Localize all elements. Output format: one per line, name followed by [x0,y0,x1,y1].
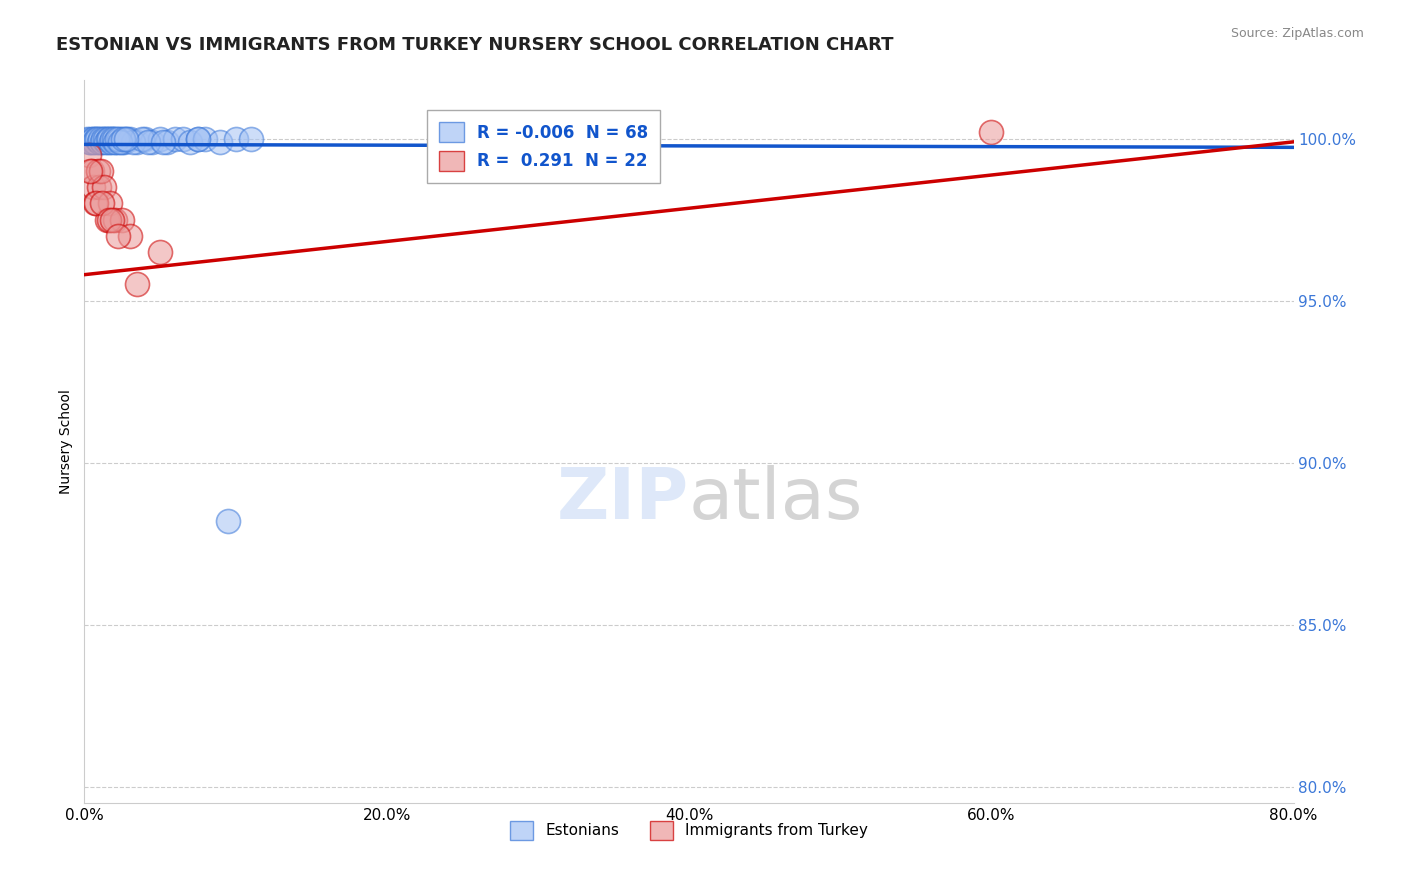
Point [111,135,134,149]
Point [134,131,156,145]
Point [86,196,108,211]
Text: Source: ZipAtlas.com: Source: ZipAtlas.com [1230,27,1364,40]
Point [86,131,108,145]
Point [97,131,120,145]
Point [107,135,129,149]
Point [118,228,141,243]
Point [121,135,143,149]
Point [101,131,124,145]
Point [87,164,110,178]
Point [90,164,112,178]
Point [104,135,127,149]
Point [80,164,103,178]
Text: ESTONIAN VS IMMIGRANTS FROM TURKEY NURSERY SCHOOL CORRELATION CHART: ESTONIAN VS IMMIGRANTS FROM TURKEY NURSE… [56,36,894,54]
Point [97,131,120,145]
Point [98,131,121,145]
Point [89,131,111,145]
Point [105,131,128,145]
Point [194,131,217,145]
Point [87,131,110,145]
Point [108,131,131,145]
Point [96,135,118,149]
Point [115,131,138,145]
Point [112,135,135,149]
Point [96,212,118,227]
Point [101,131,124,145]
Point [172,131,194,145]
Point [91,196,114,211]
Point [98,135,121,149]
Point [114,131,136,145]
Point [127,135,149,149]
Point [86,135,108,149]
Point [127,277,149,292]
Point [100,135,122,149]
Point [82,131,104,145]
Point [217,514,239,528]
Point [103,131,125,145]
Point [90,131,112,145]
Point [156,135,179,149]
Point [79,131,101,145]
Point [136,135,159,149]
Text: ZIP: ZIP [557,465,689,533]
Point [209,135,232,149]
Point [77,135,100,149]
Point [91,135,114,149]
Point [96,135,118,149]
Point [84,196,107,211]
Point [82,131,104,145]
Point [187,131,209,145]
Point [141,135,163,149]
Point [83,135,105,149]
Point [111,212,134,227]
Point [149,131,172,145]
Point [187,131,209,145]
Point [84,131,107,145]
Point [131,131,153,145]
Y-axis label: Nursery School: Nursery School [59,389,73,494]
Point [165,131,187,145]
Point [108,135,131,149]
Point [104,212,127,227]
Point [152,135,174,149]
Point [89,135,111,149]
Point [91,131,114,145]
Point [80,135,103,149]
Point [110,131,132,145]
Point [980,125,1002,139]
Point [104,135,127,149]
Point [97,212,120,227]
Point [87,135,110,149]
Point [225,131,247,145]
Point [90,135,112,149]
Point [84,131,107,145]
Point [77,148,100,162]
Point [93,131,115,145]
Point [79,164,101,178]
Text: atlas: atlas [689,465,863,533]
Point [111,131,134,145]
Point [94,131,117,145]
Point [239,131,262,145]
Point [89,180,111,194]
Point [98,196,121,211]
Point [118,131,141,145]
Point [94,131,117,145]
Point [79,135,101,149]
Point [76,131,98,145]
Point [100,212,122,227]
Point [93,180,115,194]
Point [82,180,104,194]
Point [100,131,122,145]
Point [149,245,172,260]
Point [115,131,138,145]
Point [179,135,201,149]
Legend: Estonians, Immigrants from Turkey: Estonians, Immigrants from Turkey [503,815,875,846]
Point [105,131,128,145]
Point [107,228,129,243]
